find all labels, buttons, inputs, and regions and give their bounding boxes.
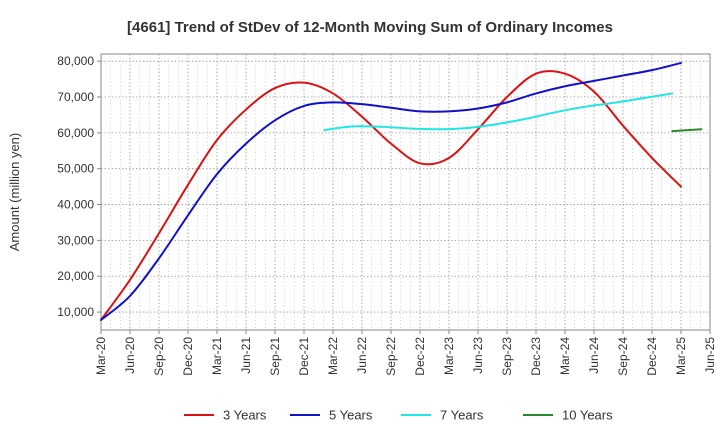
series-line-10-years <box>671 128 703 133</box>
y-tick-label: 70,000 <box>57 90 94 104</box>
x-tick-label: Mar-24 <box>558 337 572 375</box>
x-tick-label: Dec-21 <box>297 337 311 376</box>
x-tick-label: Dec-22 <box>413 337 427 376</box>
legend-label-10-years: 10 Years <box>562 408 613 423</box>
x-tick-label: Dec-24 <box>645 337 659 376</box>
y-axis-label: Amount (million yen) <box>7 133 22 252</box>
legend-label-3-years: 3 Years <box>223 408 267 423</box>
y-tick-label: 20,000 <box>57 269 94 283</box>
x-tick-label: Sep-24 <box>616 337 630 376</box>
legend: 3 Years 5 Years 7 Years 10 Years <box>184 408 613 423</box>
x-tick-label: Sep-23 <box>500 337 514 376</box>
x-tick-label: Jun-21 <box>239 337 253 374</box>
y-tick-label: 40,000 <box>57 198 94 212</box>
x-tick-label: Jun-23 <box>471 337 485 374</box>
y-tick-label: 60,000 <box>57 126 94 140</box>
x-tick-label: Sep-22 <box>384 337 398 376</box>
x-tick-label: Mar-21 <box>210 337 224 375</box>
x-tick-label: Jun-22 <box>355 337 369 374</box>
chart-title: [4661] Trend of StDev of 12-Month Moving… <box>127 19 613 36</box>
series-line-7-years <box>323 92 674 131</box>
x-axis-ticks: Mar-20 Jun-20 Sep-20 Dec-20 Mar-21 Jun-21 Sep-… <box>94 330 717 376</box>
x-tick-label: Dec-23 <box>529 337 543 376</box>
series-line-3-years <box>100 70 682 321</box>
legend-label-5-years: 5 Years <box>329 408 373 423</box>
plot-area <box>100 53 711 331</box>
grid-lines <box>101 54 710 330</box>
x-tick-label: Jun-25 <box>703 337 717 374</box>
x-tick-label: Jun-24 <box>587 337 601 374</box>
series-lines <box>100 61 703 321</box>
x-tick-label: Sep-21 <box>268 337 282 376</box>
y-tick-label: 80,000 <box>57 54 94 68</box>
y-tick-label: 10,000 <box>57 305 94 319</box>
x-tick-label: Dec-20 <box>181 337 195 376</box>
x-tick-label: Mar-25 <box>674 337 688 375</box>
x-tick-label: Mar-20 <box>94 337 108 375</box>
legend-label-7-years: 7 Years <box>440 408 484 423</box>
x-tick-label: Sep-20 <box>152 337 166 376</box>
y-tick-label: 30,000 <box>57 233 94 247</box>
x-tick-label: Jun-20 <box>123 337 137 374</box>
x-tick-label: Mar-22 <box>326 337 340 375</box>
series-line-5-years <box>100 61 682 321</box>
y-axis-ticks: 10,000 20,000 30,000 40,000 50,000 60,000 70,0… <box>57 54 101 319</box>
x-tick-label: Mar-23 <box>442 337 456 375</box>
y-tick-label: 50,000 <box>57 162 94 176</box>
